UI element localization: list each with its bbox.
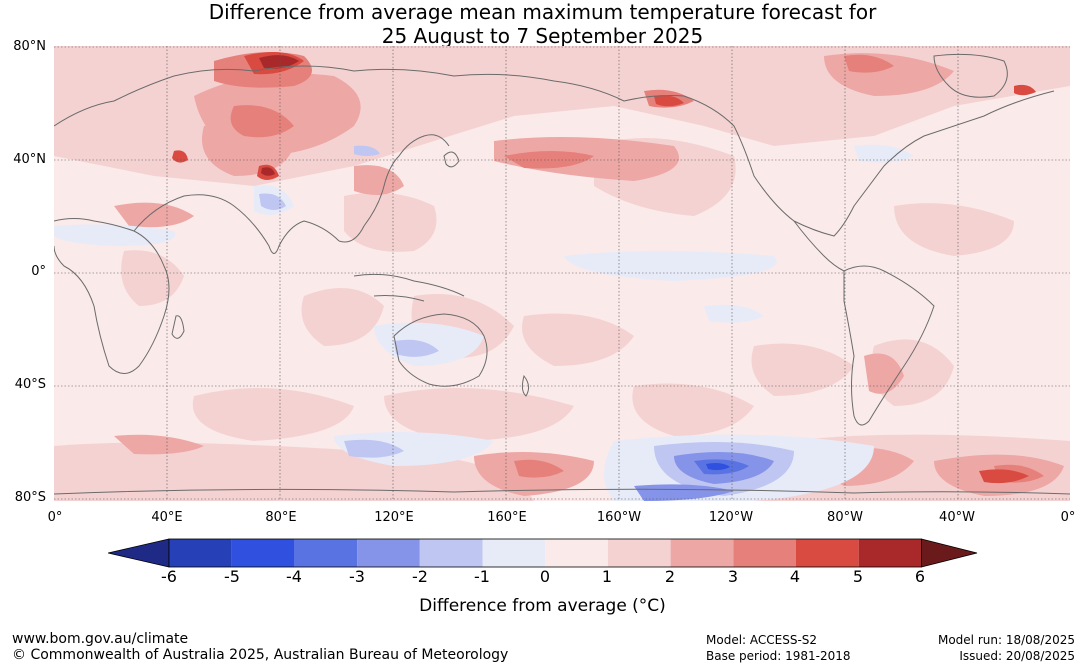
colorbar-tick: 5 (852, 567, 864, 586)
map-title: Difference from average mean maximum tem… (0, 0, 1085, 48)
footer-url[interactable]: www.bom.gov.au/climate (12, 631, 189, 647)
footer-issued: Issued: 20/08/2025 (959, 649, 1075, 663)
lat-label-80s: 80°S (14, 490, 46, 505)
colorbar-tick: -1 (474, 567, 490, 586)
colorbar-segment (357, 539, 420, 567)
title-line-2: 25 August to 7 September 2025 (381, 24, 704, 48)
colorbar-tick: 0 (539, 567, 551, 586)
lon-label-120e: 120°E (374, 510, 414, 525)
colorbar-tick: -3 (349, 567, 365, 586)
colorbar-tick: 6 (914, 567, 926, 586)
lon-label-0: 0° (47, 510, 63, 525)
colorbar-tick: 4 (789, 567, 801, 586)
colorbar-segment (733, 539, 796, 567)
lat-label-40s: 40°S (14, 377, 46, 392)
colorbar-segment (545, 539, 608, 567)
colorbar-tick: -5 (224, 567, 240, 586)
lon-label-0-east: 0° (1060, 510, 1076, 525)
colorbar-segments (169, 539, 922, 567)
lon-label-80e: 80°E (265, 510, 297, 525)
coastlines (54, 53, 1070, 495)
colorbar-tick: 2 (664, 567, 676, 586)
colorbar-tick: -4 (286, 567, 302, 586)
colorbar-segment (670, 539, 734, 567)
lat-label-0: 0° (31, 264, 46, 279)
colorbar-extend-high (921, 538, 978, 568)
lon-label-40e: 40°E (151, 510, 183, 525)
colorbar-tick: -6 (161, 567, 177, 586)
colorbar-segment (169, 539, 232, 567)
footer-base-period: Base period: 1981-2018 (706, 649, 851, 663)
colorbar-segment (796, 539, 859, 567)
colorbar-segment (482, 539, 546, 567)
lon-label-160e: 160°E (487, 510, 527, 525)
lat-label-40n: 40°N (13, 152, 46, 167)
lon-label-120w: 120°W (708, 510, 754, 525)
footer-model: Model: ACCESS-S2 (706, 633, 818, 647)
colorbar-outline (168, 538, 922, 568)
temperature-anomaly-map (54, 46, 1070, 501)
colorbar-extend-low (108, 538, 170, 568)
map-gridlines (54, 46, 1070, 501)
anomaly-region-5-to-6 (259, 55, 299, 176)
colorbar-tick: 3 (727, 567, 739, 586)
colorbar-label: Difference from average (°C) (419, 596, 666, 616)
colorbar-segment (294, 539, 358, 567)
title-line-1: Difference from average mean maximum tem… (208, 0, 877, 24)
colorbar-segment (231, 539, 295, 567)
lon-label-160w: 160°W (596, 510, 642, 525)
colorbar-segment (607, 539, 671, 567)
lat-label-80n: 80°N (13, 39, 46, 54)
anomaly-region-minus-5-to-minus-4 (706, 463, 730, 471)
colorbar (108, 538, 978, 568)
lon-label-80w: 80°W (827, 510, 863, 525)
colorbar-segment (419, 539, 483, 567)
colorbar-tick: 1 (601, 567, 613, 586)
lon-label-40w: 40°W (939, 510, 975, 525)
colorbar-segment (858, 539, 922, 567)
footer-copyright: © Commonwealth of Australia 2025, Austra… (12, 647, 509, 663)
colorbar-tick: -2 (412, 567, 428, 586)
footer-model-run: Model run: 18/08/2025 (937, 633, 1075, 647)
